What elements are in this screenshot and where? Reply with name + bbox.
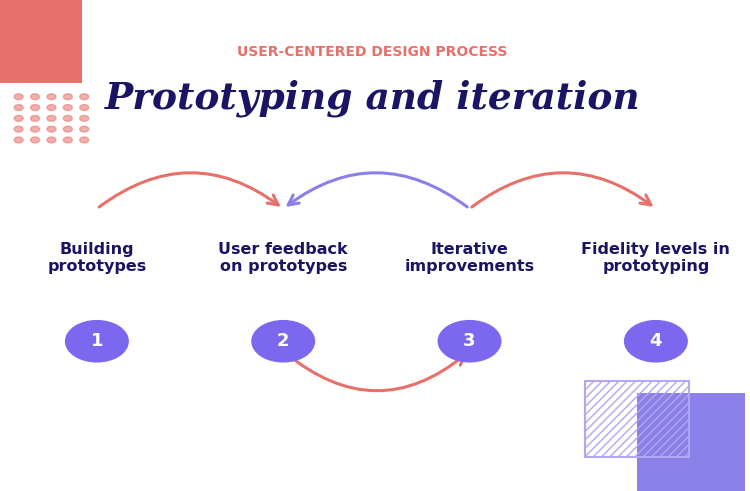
Text: 3: 3 xyxy=(464,332,476,350)
Circle shape xyxy=(47,115,56,121)
Circle shape xyxy=(31,126,40,132)
Circle shape xyxy=(80,137,88,143)
Text: 2: 2 xyxy=(277,332,290,350)
Circle shape xyxy=(31,105,40,110)
Circle shape xyxy=(63,137,72,143)
Text: 1: 1 xyxy=(91,332,104,350)
Circle shape xyxy=(65,321,128,362)
FancyBboxPatch shape xyxy=(638,393,746,491)
Circle shape xyxy=(47,126,56,132)
Text: Iterative
improvements: Iterative improvements xyxy=(404,242,535,274)
Text: User feedback
on prototypes: User feedback on prototypes xyxy=(218,242,348,274)
Text: Prototyping and iteration: Prototyping and iteration xyxy=(105,80,640,117)
Circle shape xyxy=(80,94,88,100)
Circle shape xyxy=(47,94,56,100)
Text: Building
prototypes: Building prototypes xyxy=(47,242,146,274)
Circle shape xyxy=(31,115,40,121)
Circle shape xyxy=(14,137,23,143)
Text: USER-CENTERED DESIGN PROCESS: USER-CENTERED DESIGN PROCESS xyxy=(238,45,508,58)
Circle shape xyxy=(252,321,314,362)
Circle shape xyxy=(14,126,23,132)
Circle shape xyxy=(80,126,88,132)
Circle shape xyxy=(80,105,88,110)
FancyBboxPatch shape xyxy=(0,0,82,83)
Circle shape xyxy=(625,321,687,362)
Circle shape xyxy=(438,321,501,362)
Circle shape xyxy=(14,105,23,110)
Text: Fidelity levels in
prototyping: Fidelity levels in prototyping xyxy=(581,242,730,274)
Circle shape xyxy=(63,115,72,121)
Circle shape xyxy=(47,105,56,110)
Circle shape xyxy=(63,126,72,132)
Circle shape xyxy=(31,137,40,143)
Text: 4: 4 xyxy=(650,332,662,350)
Circle shape xyxy=(14,94,23,100)
Circle shape xyxy=(31,94,40,100)
Circle shape xyxy=(63,94,72,100)
Circle shape xyxy=(47,137,56,143)
Circle shape xyxy=(63,105,72,110)
Circle shape xyxy=(14,115,23,121)
Circle shape xyxy=(80,115,88,121)
